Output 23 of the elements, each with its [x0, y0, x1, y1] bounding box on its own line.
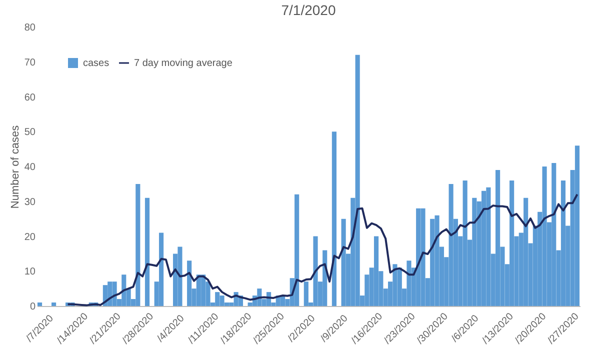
bar [144, 198, 150, 306]
y-tick-label: 40 [24, 162, 36, 173]
bar [481, 190, 486, 306]
legend-label: cases [83, 58, 110, 69]
y-tick-label: 60 [24, 92, 36, 104]
y-tick-label: 10 [24, 266, 36, 278]
bar [332, 132, 336, 306]
bar [158, 232, 164, 306]
bar [574, 146, 580, 306]
bar [51, 302, 56, 306]
y-tick-label: 30 [24, 196, 36, 208]
bar [37, 302, 42, 306]
y-tick-label: 50 [24, 127, 36, 138]
line-series [66, 193, 578, 306]
bar [560, 180, 566, 306]
chart-title: 7/1/2020 [281, 2, 336, 18]
legend-label: 7 day moving average [134, 58, 233, 69]
y-tick-label: 20 [24, 232, 36, 243]
y-tick-label: 80 [24, 22, 36, 34]
y-tick-label: 0 [30, 302, 36, 312]
y-tick-label: 70 [24, 57, 36, 68]
y-axis-title: Number of cases [9, 124, 22, 209]
bar [374, 236, 379, 306]
